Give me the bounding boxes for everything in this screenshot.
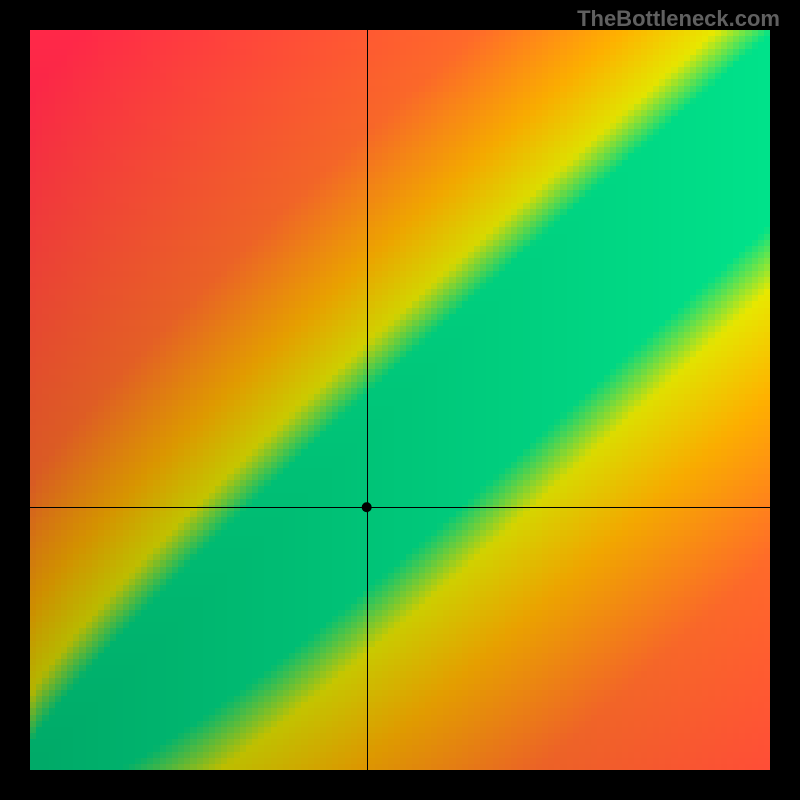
crosshair-canvas bbox=[30, 30, 770, 770]
watermark-text: TheBottleneck.com bbox=[577, 6, 780, 32]
chart-container: TheBottleneck.com bbox=[0, 0, 800, 800]
plot-area bbox=[30, 30, 770, 770]
canvas-stack bbox=[30, 30, 770, 770]
